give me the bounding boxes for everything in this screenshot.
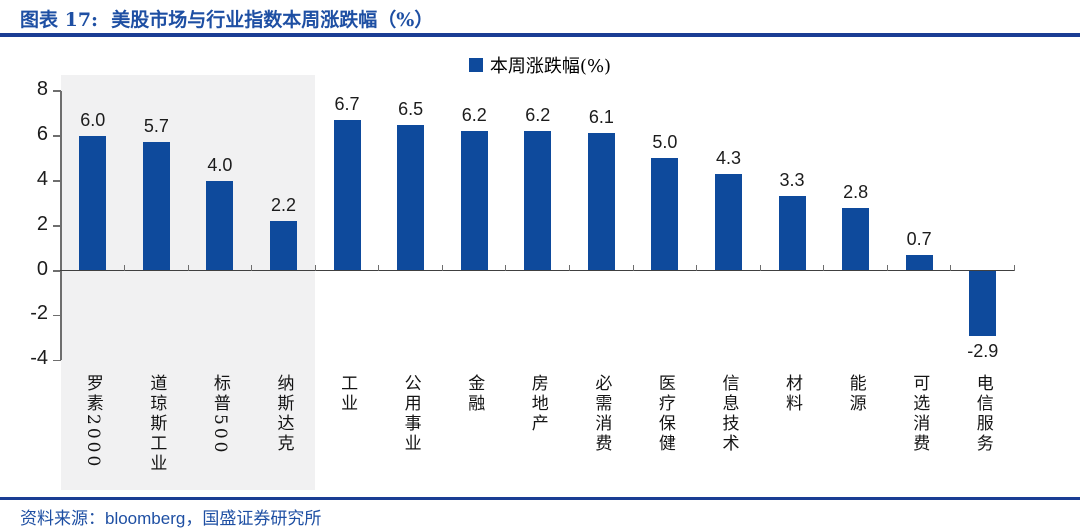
bar xyxy=(142,142,170,271)
chart-legend: 本周涨跌幅(%) xyxy=(0,52,1080,78)
y-tick xyxy=(53,359,61,362)
y-tick xyxy=(53,90,61,92)
category-label: 必需消费 xyxy=(591,374,612,454)
y-tick xyxy=(53,225,61,227)
footer-divider xyxy=(0,497,1080,500)
bar-value-label: 4.0 xyxy=(207,154,233,175)
bar-value-label: 3.3 xyxy=(779,170,805,191)
legend-swatch-icon xyxy=(468,58,483,72)
y-tick xyxy=(53,270,61,272)
category-tick xyxy=(124,265,126,271)
bar xyxy=(587,133,615,271)
category-tick xyxy=(759,265,761,271)
bar xyxy=(969,271,997,337)
y-tick-label: 0 xyxy=(36,257,48,280)
category-tick xyxy=(696,265,698,271)
bar xyxy=(269,221,297,271)
legend-label: 本周涨跌幅(%) xyxy=(489,56,612,77)
category-label: 金融 xyxy=(464,374,485,414)
bar-value-label: 6.1 xyxy=(588,107,614,128)
source-line: 资料来源：bloomberg，国盛证券研究所 xyxy=(20,504,321,528)
bar-value-label: 6.2 xyxy=(461,105,487,126)
y-tick-label: -2 xyxy=(30,302,48,325)
category-label: 公用事业 xyxy=(400,374,421,454)
y-tick-label: -4 xyxy=(30,347,48,370)
figure-title: 图表 17: 美股市场与行业指数本周涨跌幅（%） xyxy=(20,9,434,31)
category-label: 道琼斯工业 xyxy=(146,374,167,474)
y-tick-label: 6 xyxy=(36,122,48,145)
title-divider xyxy=(0,33,1080,37)
category-tick xyxy=(314,265,316,271)
source-suffix: ，国盛证券研究所 xyxy=(185,509,322,528)
y-tick xyxy=(53,180,61,182)
bar-value-label: 0.7 xyxy=(906,228,932,249)
bar xyxy=(79,135,107,271)
bar xyxy=(651,158,679,271)
source-name: bloomberg xyxy=(105,509,186,528)
y-tick xyxy=(53,314,61,317)
bar xyxy=(460,131,488,271)
category-label: 房地产 xyxy=(527,374,548,434)
category-tick xyxy=(1014,265,1016,271)
bar xyxy=(778,196,806,271)
category-label: 标普500 xyxy=(209,374,230,456)
category-tick xyxy=(886,265,888,271)
bar-value-label: 6.5 xyxy=(398,98,424,119)
category-label: 纳斯达克 xyxy=(273,374,294,454)
y-tick-label: 4 xyxy=(36,167,48,190)
x-axis xyxy=(60,269,1015,272)
category-label: 能源 xyxy=(845,374,866,414)
category-label: 罗素2000 xyxy=(82,374,103,470)
y-tick-label: 8 xyxy=(36,77,48,100)
bar xyxy=(206,180,234,271)
bar-value-label: 5.0 xyxy=(652,132,678,153)
bar xyxy=(524,131,552,271)
bar xyxy=(714,173,742,271)
bar-value-label: 2.8 xyxy=(843,181,869,202)
bar xyxy=(333,120,361,271)
bar xyxy=(842,207,870,271)
category-tick xyxy=(441,265,443,271)
category-label: 材料 xyxy=(782,374,803,414)
category-label: 工业 xyxy=(337,374,358,414)
bar-value-label: 5.7 xyxy=(143,116,169,137)
category-tick xyxy=(632,265,634,271)
category-tick xyxy=(823,265,825,271)
bar-value-label: 6.7 xyxy=(334,94,360,115)
source-prefix: 资料来源： xyxy=(20,509,105,528)
bar-value-label: 6.0 xyxy=(80,109,106,130)
y-tick xyxy=(53,135,61,137)
category-tick xyxy=(505,265,507,271)
category-label: 可选消费 xyxy=(909,374,930,454)
bar-value-label: 2.2 xyxy=(270,195,296,216)
category-tick xyxy=(378,265,380,271)
category-label: 医疗保健 xyxy=(654,374,675,454)
category-tick xyxy=(569,265,571,271)
category-tick xyxy=(251,265,253,271)
bar-value-label: 6.2 xyxy=(525,105,551,126)
bar-value-label: -2.9 xyxy=(967,341,999,362)
category-label: 信息技术 xyxy=(718,374,739,454)
bar-value-label: 4.3 xyxy=(715,147,741,168)
category-tick xyxy=(950,265,952,271)
category-label: 电信服务 xyxy=(972,374,993,454)
y-tick-label: 2 xyxy=(36,212,48,235)
bar xyxy=(397,124,425,271)
category-tick xyxy=(187,265,189,271)
bar xyxy=(905,254,933,271)
